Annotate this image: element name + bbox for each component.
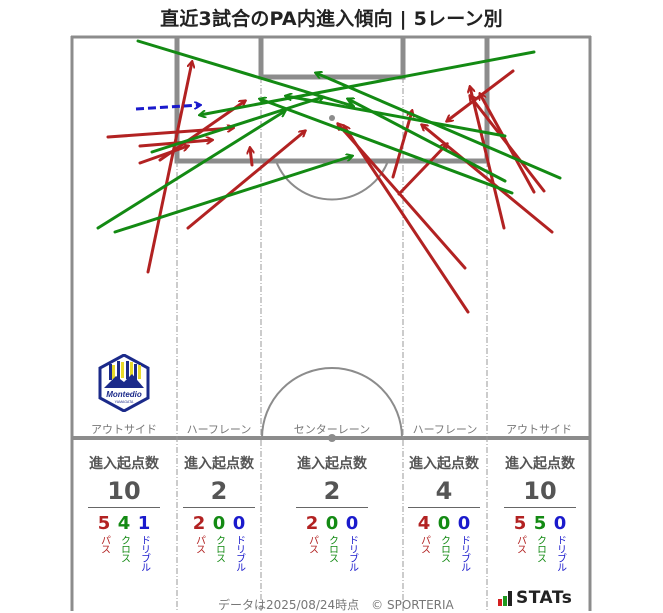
- dribble-count: 0: [232, 513, 246, 534]
- bar-chart-icon: [498, 591, 512, 606]
- pass-count: 2: [305, 513, 319, 534]
- dribble-count: 0: [345, 513, 359, 534]
- stat-total: 2: [296, 477, 368, 508]
- stat-header: 進入起点数: [297, 456, 367, 472]
- pass-count: 4: [417, 513, 431, 534]
- stat-column-right-outside: 進入起点数 10 5 パス 5 クロス 0 ドリブル: [504, 453, 576, 571]
- dribble-count: 0: [457, 513, 471, 534]
- stat-total: 10: [504, 477, 576, 508]
- stat-total: 4: [408, 477, 480, 508]
- stats-brand-logo: STATs: [498, 588, 573, 608]
- cross-count: 0: [212, 513, 226, 534]
- stat-header: 進入起点数: [505, 456, 575, 472]
- lane-label-left-outside: アウトサイド: [91, 423, 157, 436]
- cross-count: 0: [325, 513, 339, 534]
- dribble-arrows: [135, 105, 200, 111]
- pass-count: 5: [97, 513, 111, 534]
- pass-count: 2: [192, 513, 206, 534]
- cross-count: 0: [437, 513, 451, 534]
- pass-arrows: [106, 62, 554, 314]
- lane-label-left-half: ハーフレーン: [186, 423, 252, 436]
- dribble-count: 0: [553, 513, 567, 534]
- lane-label-center: センターレーン: [293, 423, 371, 436]
- stat-column-right-half: 進入起点数 4 4 パス 0 クロス 0 ドリブル: [408, 453, 480, 571]
- stat-total: 10: [88, 477, 160, 508]
- cross-arrows: [96, 39, 562, 234]
- svg-text:YAMAGATA: YAMAGATA: [115, 400, 134, 404]
- lane-label-right-half: ハーフレーン: [412, 423, 478, 436]
- cross-count: 4: [117, 513, 131, 534]
- stat-column-center: 進入起点数 2 2 パス 0 クロス 0 ドリブル: [296, 453, 368, 571]
- data-footer: データは2025/08/24時点 © SPORTERIA: [218, 598, 454, 612]
- team-logo: Montedio YAMAGATA: [98, 354, 150, 412]
- stat-header: 進入起点数: [89, 456, 159, 472]
- pass-count: 5: [513, 513, 527, 534]
- brand-text: STATs: [516, 588, 573, 608]
- chart-title: 直近3試合のPA内進入傾向 | 5レーン別: [160, 8, 503, 30]
- stat-column-left-half: 進入起点数 2 2 パス 0 クロス 0 ドリブル: [183, 453, 255, 571]
- cross-count: 5: [533, 513, 547, 534]
- dribble-count: 1: [137, 513, 151, 534]
- stat-header: 進入起点数: [409, 456, 479, 472]
- stat-header: 進入起点数: [184, 456, 254, 472]
- logo-text: Montedio: [106, 390, 142, 399]
- stat-column-left-outside: 進入起点数 10 5 パス 4 クロス 1 ドリブル: [88, 453, 160, 571]
- lane-label-right-outside: アウトサイド: [506, 423, 572, 436]
- stat-total: 2: [183, 477, 255, 508]
